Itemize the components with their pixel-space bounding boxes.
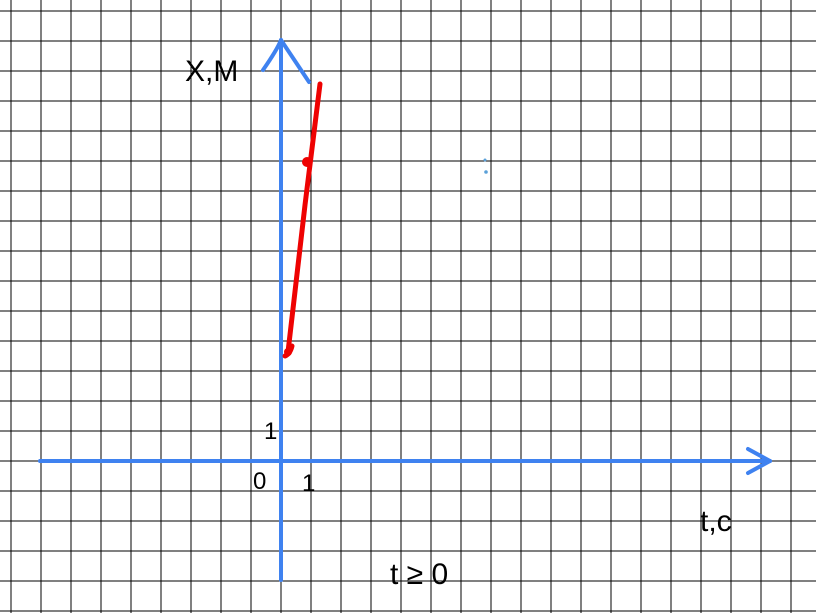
domain-annotation: t ≥ 0: [390, 558, 448, 592]
x-tick-1-label: 1: [302, 470, 315, 498]
x-axis-label: t,с: [700, 505, 732, 539]
physics-chart: X,М t,с 0 1 1 t ≥ 0: [0, 0, 816, 613]
y-axis-label: X,М: [185, 55, 238, 89]
origin-label: 0: [253, 468, 266, 496]
chart-svg: [0, 0, 816, 613]
y-tick-1-label: 1: [264, 418, 277, 446]
